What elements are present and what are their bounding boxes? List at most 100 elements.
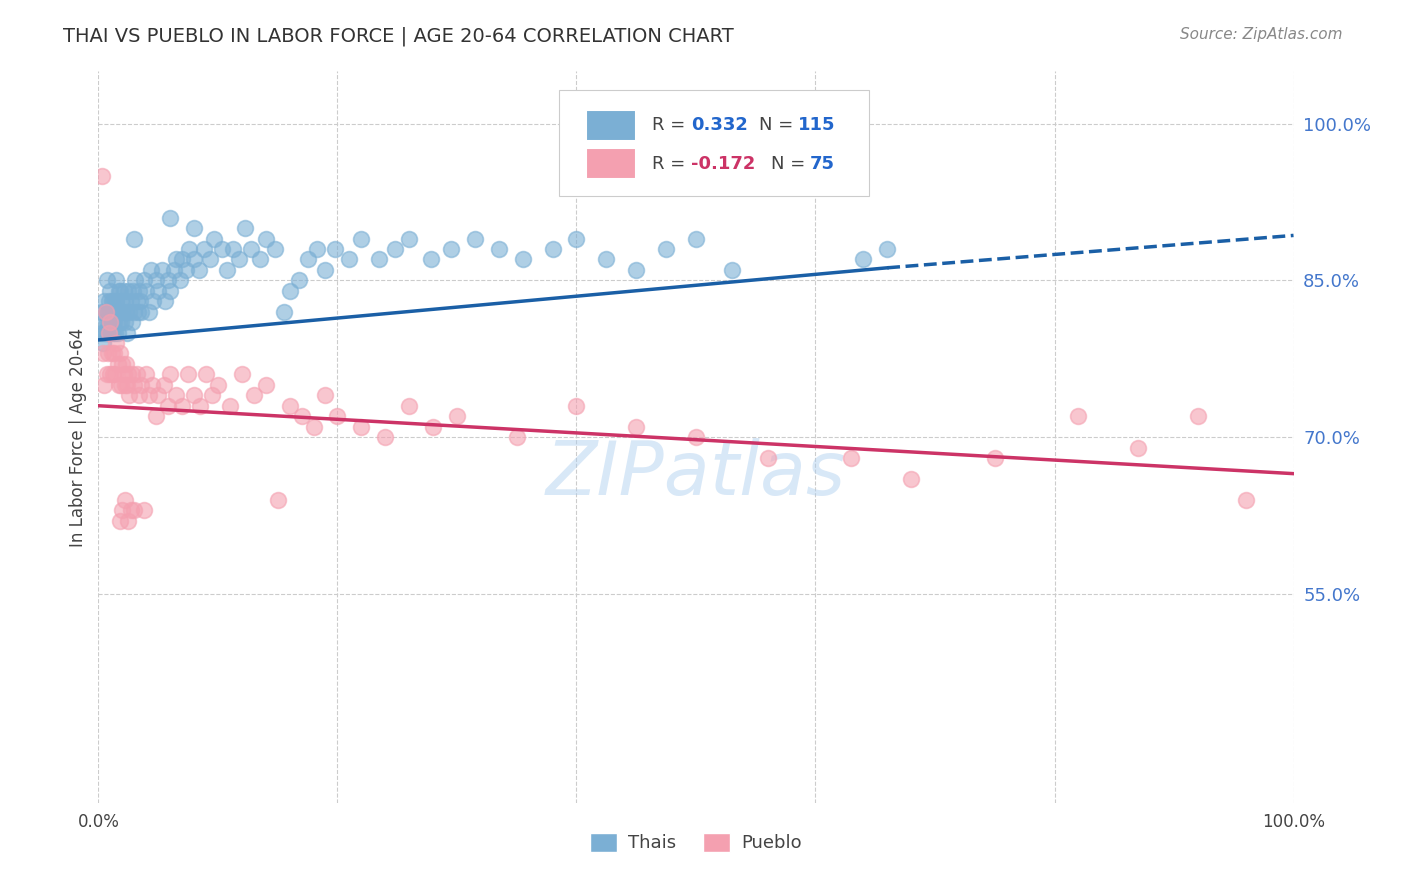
Point [135, 284, 157, 298]
Point [117, 368, 139, 382]
Point [100, 315, 122, 329]
Point [96, 315, 118, 329]
Point [756, 450, 779, 465]
Point [114, 315, 136, 329]
Point [565, 399, 588, 413]
Point [117, 284, 139, 298]
Point [105, 336, 128, 351]
Point [100, 346, 122, 360]
Point [98, 368, 122, 382]
Point [183, 221, 205, 235]
Point [111, 503, 134, 517]
Point [115, 377, 138, 392]
Point [565, 231, 588, 245]
Point [240, 242, 263, 256]
Point [198, 252, 221, 267]
Point [131, 377, 153, 392]
Text: 75: 75 [810, 155, 835, 173]
Point [94, 304, 117, 318]
Point [278, 399, 301, 413]
Point [900, 472, 922, 486]
Point [115, 326, 138, 340]
Point [125, 368, 148, 382]
Point [326, 409, 349, 424]
Point [222, 242, 245, 256]
Point [114, 377, 136, 392]
Point [98, 294, 121, 309]
Point [1234, 492, 1257, 507]
Point [177, 368, 200, 382]
Point [307, 242, 329, 256]
Point [187, 263, 209, 277]
Point [142, 294, 165, 309]
FancyBboxPatch shape [586, 110, 637, 141]
Point [156, 399, 179, 413]
Point [118, 304, 141, 318]
Point [91, 304, 114, 318]
Point [159, 368, 181, 382]
Point [195, 368, 218, 382]
Point [131, 304, 153, 318]
Point [138, 304, 160, 318]
Point [169, 273, 191, 287]
Point [422, 419, 444, 434]
Point [440, 242, 463, 256]
Point [315, 388, 337, 402]
Point [1067, 409, 1090, 424]
Text: R =: R = [652, 155, 690, 173]
Point [120, 294, 142, 309]
Point [115, 357, 138, 371]
Point [94, 304, 117, 318]
Point [127, 304, 149, 318]
Point [108, 346, 131, 360]
Point [107, 284, 129, 298]
Text: 115: 115 [797, 116, 835, 134]
Point [107, 326, 129, 340]
Point [112, 368, 135, 382]
Point [145, 409, 167, 424]
Point [148, 284, 170, 298]
Point [125, 294, 148, 309]
Point [91, 169, 114, 183]
Point [128, 284, 150, 298]
Point [368, 252, 391, 267]
Text: 0.332: 0.332 [692, 116, 748, 134]
Point [112, 284, 135, 298]
Point [124, 231, 146, 245]
Point [339, 252, 361, 267]
FancyBboxPatch shape [558, 90, 869, 195]
Point [254, 231, 277, 245]
Point [96, 368, 118, 382]
Point [193, 242, 215, 256]
Point [1187, 409, 1209, 424]
Point [124, 304, 146, 318]
Point [98, 326, 121, 340]
Point [104, 304, 127, 318]
Point [139, 263, 162, 277]
Point [120, 503, 142, 517]
Point [91, 336, 114, 351]
Point [128, 388, 150, 402]
Point [278, 284, 301, 298]
Point [104, 368, 127, 382]
Point [315, 263, 337, 277]
Point [541, 242, 564, 256]
Point [488, 242, 510, 256]
Point [156, 273, 179, 287]
Point [97, 326, 120, 340]
Point [110, 315, 132, 329]
Point [211, 242, 233, 256]
Point [398, 231, 420, 245]
Point [155, 294, 177, 309]
Point [626, 419, 648, 434]
Text: N =: N = [772, 155, 811, 173]
Point [93, 377, 115, 392]
Point [852, 252, 875, 267]
Point [217, 263, 239, 277]
Point [655, 242, 678, 256]
Point [384, 242, 406, 256]
Point [118, 388, 141, 402]
Point [90, 326, 112, 340]
Point [94, 326, 117, 340]
Point [110, 377, 132, 392]
